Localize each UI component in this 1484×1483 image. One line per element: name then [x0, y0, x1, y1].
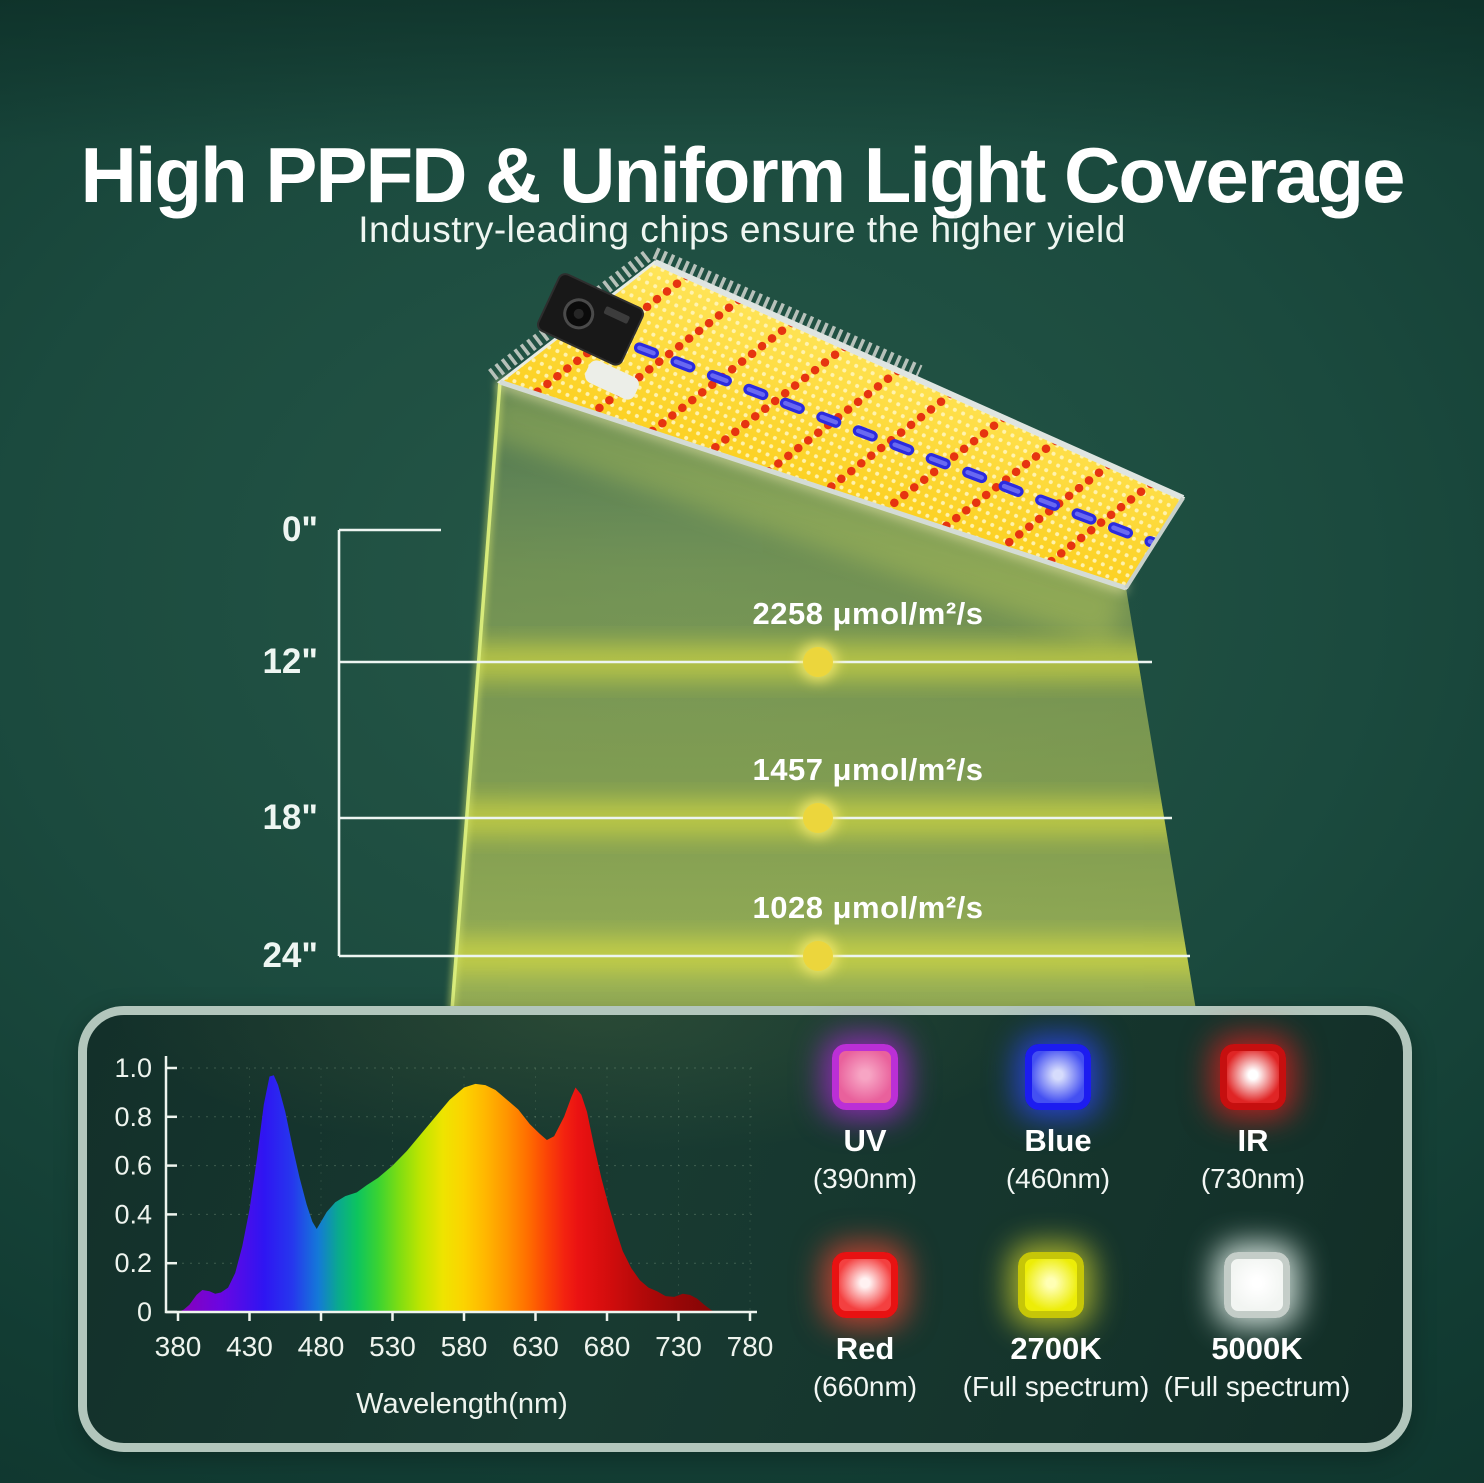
- chip-uv: [832, 1044, 898, 1110]
- page-subtitle: Industry-leading chips ensure the higher…: [358, 208, 1126, 250]
- dot-18in: [803, 803, 833, 833]
- heatsink-fins-top: [652, 247, 923, 377]
- panel-frame-top: [653, 259, 1185, 501]
- chip-2700k-sub: (Full spectrum): [962, 1371, 1150, 1402]
- chip-5000k-sub: (Full spectrum): [1163, 1371, 1351, 1402]
- distance-label-18in: 18": [262, 798, 318, 837]
- chip-uv-name: UV: [843, 1123, 887, 1158]
- ppfd-value-18in: 1457 μmol/m²/s: [752, 752, 984, 787]
- measurement-dots: [798, 642, 838, 976]
- chip-5000k: [1224, 1252, 1290, 1318]
- chip-blue-sub: (460nm): [1005, 1163, 1111, 1194]
- chip-red: [832, 1252, 898, 1318]
- ppfd-value-12in: 2258 μmol/m²/s: [752, 596, 984, 631]
- chip-red-name: Red: [835, 1331, 895, 1366]
- chip-ir-name: IR: [1237, 1123, 1269, 1158]
- chip-red-sub: (660nm): [812, 1371, 918, 1402]
- distance-label-0in: 0": [281, 510, 318, 549]
- distance-label-24in: 24": [262, 936, 318, 975]
- chart-x-axis-title: Wavelength(nm): [356, 1388, 568, 1420]
- blue-led-row: [597, 328, 1160, 549]
- ruler-lines: [337, 528, 1190, 958]
- chip-blue-name: Blue: [1024, 1123, 1092, 1158]
- dot-12in: [803, 647, 833, 677]
- ppfd-value-24in: 1028 μmol/m²/s: [752, 890, 984, 925]
- page-title: High PPFD & Uniform Light Coverage: [80, 131, 1405, 220]
- dot-24in: [803, 941, 833, 971]
- chip-5000k-name: 5000K: [1211, 1331, 1303, 1366]
- connector: [585, 360, 639, 400]
- distance-ruler: [337, 528, 1190, 958]
- chip-ir-sub: (730nm): [1200, 1163, 1306, 1194]
- grow-light-panel: [487, 247, 1186, 593]
- chip-blue: [1025, 1044, 1091, 1110]
- distance-label-12in: 12": [262, 642, 318, 681]
- panel-frame-right: [1124, 496, 1185, 590]
- panel-frame-bottom: [499, 379, 1127, 591]
- chip-uv-sub: (390nm): [812, 1163, 918, 1194]
- driver-box: [536, 273, 644, 366]
- chip-2700k: [1018, 1252, 1084, 1318]
- chip-2700k-name: 2700K: [1010, 1331, 1102, 1366]
- chip-ir: [1220, 1044, 1286, 1110]
